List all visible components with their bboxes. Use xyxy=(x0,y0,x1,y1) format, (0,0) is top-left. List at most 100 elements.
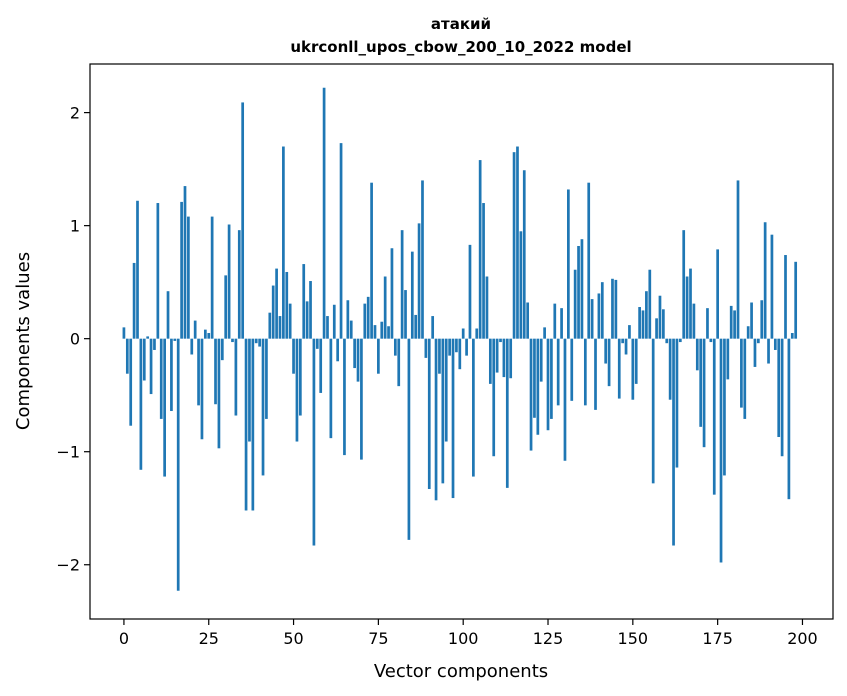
bar-151 xyxy=(634,338,638,384)
bar-198 xyxy=(794,261,798,339)
bar-137 xyxy=(587,182,591,339)
bar-43 xyxy=(268,312,272,339)
bar-57 xyxy=(315,338,319,349)
bar-112 xyxy=(502,338,506,378)
bar-7 xyxy=(146,336,150,339)
bar-113 xyxy=(505,338,509,488)
bar-104 xyxy=(475,328,479,339)
bar-2 xyxy=(129,338,133,426)
bar-197 xyxy=(790,333,794,339)
bar-102 xyxy=(468,244,472,339)
bar-148 xyxy=(624,338,628,355)
bar-93 xyxy=(438,338,441,374)
bar-90 xyxy=(427,338,431,490)
y-tick-label: 0 xyxy=(70,330,80,349)
bar-58 xyxy=(319,338,323,393)
y-axis-label: Components values xyxy=(13,252,34,430)
bar-178 xyxy=(726,338,730,380)
x-tick-label: 125 xyxy=(533,629,564,648)
bar-14 xyxy=(170,338,173,412)
bar-70 xyxy=(360,338,363,460)
bar-109 xyxy=(492,338,496,457)
bar-161 xyxy=(668,338,672,400)
bar-194 xyxy=(780,338,784,457)
bar-126 xyxy=(550,338,553,419)
bar-182 xyxy=(740,338,743,408)
bar-30 xyxy=(224,275,228,339)
bar-40 xyxy=(258,338,261,347)
bar-67 xyxy=(349,320,353,339)
bar-156 xyxy=(651,338,655,484)
bar-52 xyxy=(298,338,302,416)
bar-95 xyxy=(444,338,448,442)
bar-147 xyxy=(621,338,625,344)
bar-114 xyxy=(509,338,513,379)
bar-75 xyxy=(377,338,380,374)
bar-25 xyxy=(207,333,211,339)
bar-160 xyxy=(665,338,669,344)
bar-76 xyxy=(380,321,384,339)
bar-66 xyxy=(346,300,350,339)
bar-125 xyxy=(546,338,550,431)
bar-97 xyxy=(451,338,455,499)
bar-61 xyxy=(329,338,333,439)
bar-162 xyxy=(672,338,675,546)
bar-159 xyxy=(662,309,665,339)
bar-108 xyxy=(488,338,492,384)
y-tick-label: −2 xyxy=(56,556,80,575)
bar-88 xyxy=(421,180,424,339)
bar-163 xyxy=(675,338,679,468)
bar-98 xyxy=(455,338,458,353)
bar-165 xyxy=(682,230,686,339)
bar-28 xyxy=(217,338,221,449)
bar-153 xyxy=(641,310,645,339)
bar-187 xyxy=(757,338,760,344)
bar-168 xyxy=(692,303,696,339)
bar-81 xyxy=(397,338,401,387)
bar-167 xyxy=(689,268,692,339)
bar-55 xyxy=(309,281,312,339)
bar-54 xyxy=(305,301,309,339)
bar-86 xyxy=(414,314,418,339)
bar-37 xyxy=(248,338,251,442)
bar-44 xyxy=(271,285,275,339)
bar-131 xyxy=(567,189,570,339)
bar-176 xyxy=(719,338,723,563)
bar-118 xyxy=(522,170,526,339)
bar-72 xyxy=(366,296,370,339)
bar-96 xyxy=(448,338,451,356)
bar-62 xyxy=(332,304,336,339)
bar-122 xyxy=(536,338,540,435)
bar-141 xyxy=(600,282,604,339)
bar-26 xyxy=(210,216,214,339)
bar-136 xyxy=(583,338,587,406)
bar-134 xyxy=(577,245,580,339)
bar-192 xyxy=(773,338,777,350)
bar-48 xyxy=(285,271,289,339)
bar-106 xyxy=(482,203,485,339)
bar-4 xyxy=(136,200,139,339)
bar-99 xyxy=(458,338,462,370)
bar-series xyxy=(122,87,801,591)
x-tick-label: 150 xyxy=(618,629,649,648)
bar-115 xyxy=(512,152,516,339)
bar-29 xyxy=(220,338,224,361)
bar-74 xyxy=(373,325,377,339)
bar-73 xyxy=(370,182,373,339)
bar-80 xyxy=(393,338,397,356)
bar-135 xyxy=(580,239,584,339)
chart-title-line-1: атакий xyxy=(431,15,491,33)
y-tick-label: −1 xyxy=(56,443,80,462)
bar-127 xyxy=(553,303,557,339)
bar-144 xyxy=(611,278,614,339)
bar-190 xyxy=(767,338,770,364)
bar-142 xyxy=(604,338,608,364)
bar-36 xyxy=(244,338,248,511)
bar-22 xyxy=(197,338,200,406)
x-tick-label: 25 xyxy=(199,629,219,648)
bar-32 xyxy=(231,338,234,343)
bar-89 xyxy=(424,338,428,358)
bar-181 xyxy=(736,180,740,339)
bar-103 xyxy=(472,338,475,477)
bar-34 xyxy=(237,230,241,339)
